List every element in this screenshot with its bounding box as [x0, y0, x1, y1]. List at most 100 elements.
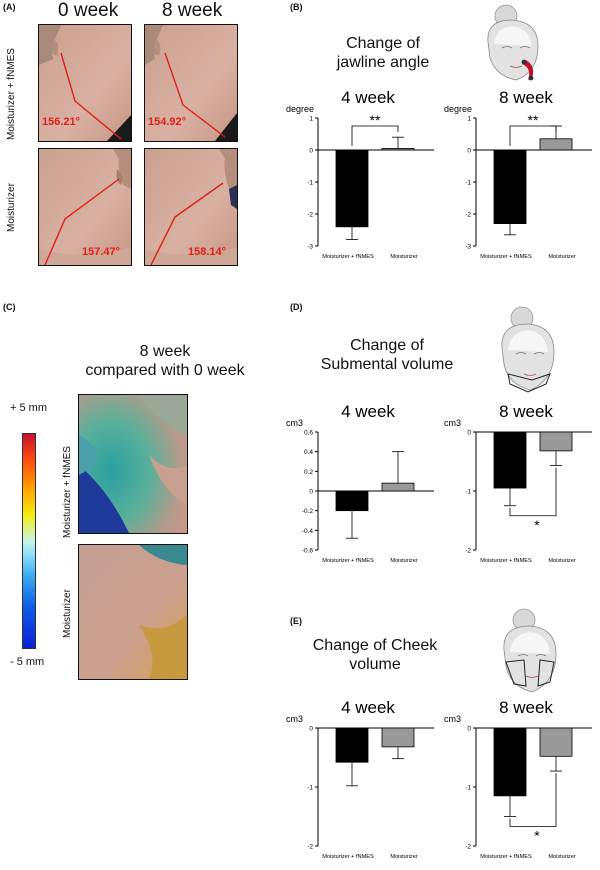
y-tick-label: -1 [307, 785, 313, 792]
x-category-label: Moisturizer [390, 254, 417, 260]
color-scale-bar [22, 433, 36, 649]
angle-label-fnmes-week0: 156.21° [42, 116, 81, 128]
photo-moisturizer-week0 [38, 148, 132, 266]
chart-title: 4 week [341, 88, 395, 107]
chart-jawline-4week: 4 week degree 1 0 -1 -2 -3 Moisturizer + fNMES M… [286, 88, 434, 260]
y-tick-label: 0.4 [304, 449, 313, 456]
panel-e-title: Change of Cheek volume [300, 636, 450, 674]
y-tick-label: -1 [465, 785, 471, 792]
chart-cheek-4week: 4 week cm3 0 -1 -2 Moisturizer + fNMES Moistur… [286, 698, 434, 860]
significance-marker: ** [370, 112, 381, 128]
bar-fnmes [335, 149, 369, 228]
photo-fnmes-week8 [144, 24, 238, 142]
y-tick-label: 0 [467, 148, 471, 155]
heatmap-fnmes [78, 394, 188, 534]
panel-c-title: 8 week compared with 0 week [80, 342, 250, 380]
panel-c-row-label-fnmes: Moisturizer + fNMES [62, 446, 73, 538]
panel-e-title-line1: Change of Cheek [312, 637, 438, 654]
panel-b-title-line1: Change of [346, 35, 420, 52]
bar-moisturizer [539, 727, 573, 757]
x-category-label: Moisturizer + fNMES [322, 558, 374, 564]
x-category-label: Moisturizer [548, 254, 575, 260]
panel-c-letter: (C) [3, 302, 16, 312]
panel-e-title-line2: volume [349, 656, 401, 673]
y-tick-label: -2 [465, 212, 471, 219]
y-axis-label: degree [286, 104, 314, 114]
y-tick-label: -1 [465, 489, 471, 496]
significance-bracket [509, 125, 557, 146]
significance-marker: ** [528, 112, 539, 128]
y-tick-label: -0.4 [302, 528, 314, 535]
chart-cheek-8week: 8 week cm3 0 -1 -2 Moisturizer + fNMES Moistur… [444, 698, 592, 860]
y-tick-label: 0 [309, 489, 313, 496]
x-category-label: Moisturizer [548, 854, 575, 860]
y-axis-label: cm3 [286, 418, 303, 428]
face-cheek-icon [503, 608, 557, 693]
y-tick-label: -0.6 [302, 548, 314, 555]
x-category-label: Moisturizer [390, 854, 417, 860]
significance-bracket [351, 125, 399, 146]
significance-bracket [509, 467, 557, 517]
panel-d-title-line1: Change of [350, 337, 424, 354]
panel-e-letter: (E) [290, 616, 302, 626]
angle-label-fnmes-week8: 154.92° [148, 116, 187, 128]
y-tick-label: -0.2 [302, 508, 314, 515]
y-tick-label: -1 [307, 180, 313, 187]
panel-a-week8-header: 8 week [162, 0, 223, 21]
chart-title: 4 week [341, 402, 395, 421]
y-tick-label: -2 [465, 548, 471, 555]
y-tick-label: -3 [307, 244, 313, 251]
y-tick-label: 0 [467, 726, 471, 733]
y-tick-label: -1 [465, 180, 471, 187]
y-tick-label: 1 [467, 116, 471, 123]
face-jawline-icon [487, 4, 539, 81]
y-axis-label: degree [444, 104, 472, 114]
scale-bottom-label: - 5 mm [10, 656, 45, 668]
panel-c-title-line1: 8 week [139, 343, 191, 360]
panel-b-title: Change of jawline angle [318, 34, 448, 72]
significance-marker: * [534, 828, 540, 844]
bar-fnmes [493, 431, 527, 489]
chart-title: 8 week [499, 402, 553, 421]
x-category-label: Moisturizer + fNMES [480, 558, 532, 564]
y-tick-label: 0 [309, 148, 313, 155]
panel-d-title-line2: Submental volume [320, 356, 454, 373]
x-category-label: Moisturizer [390, 558, 417, 564]
y-tick-label: 0.2 [304, 469, 313, 476]
angle-label-moisturizer-week0: 157.47° [82, 246, 121, 258]
panel-b-letter: (B) [290, 2, 303, 12]
bar-moisturizer [539, 138, 573, 151]
chart-title: 8 week [499, 698, 553, 717]
panel-d-title: Change of Submental volume [312, 336, 462, 374]
bar-fnmes [493, 727, 527, 797]
y-axis-label: cm3 [444, 714, 461, 724]
chart-jawline-8week: 8 week degree 1 0 -1 -2 -3 Moisturizer + fNMES M… [444, 88, 592, 260]
y-tick-label: 0.6 [304, 430, 313, 437]
bar-fnmes [493, 149, 527, 224]
chart-title: 8 week [499, 88, 553, 107]
heatmap-moisturizer [78, 544, 188, 680]
panel-d-letter: (D) [290, 302, 303, 312]
panel-a-week0-header: 0 week [58, 0, 119, 21]
photo-fnmes-week0 [38, 24, 132, 142]
y-tick-label: 1 [309, 116, 313, 123]
bar-moisturizer [539, 431, 573, 452]
face-submental-icon [501, 306, 555, 393]
chart-submental-8week: 8 week cm3 0 -1 -2 Moisturizer + fNMES Moistur… [444, 402, 592, 564]
x-category-label: Moisturizer + fNMES [480, 854, 532, 860]
bar-moisturizer [381, 482, 415, 492]
y-tick-label: 0 [467, 430, 471, 437]
angle-label-moisturizer-week8: 158.14° [188, 246, 227, 258]
scale-top-label: + 5 mm [10, 402, 47, 414]
y-tick-label: -3 [465, 244, 471, 251]
bar-moisturizer [381, 148, 415, 151]
y-tick-label: -2 [307, 844, 313, 851]
panel-a-row-label-fnmes: Moisturizer + fNMES [6, 48, 17, 140]
bar-fnmes [335, 490, 369, 512]
y-tick-label: -2 [465, 844, 471, 851]
x-category-label: Moisturizer [548, 558, 575, 564]
chart-title: 4 week [341, 698, 395, 717]
panel-a-letter: (A) [3, 2, 16, 12]
y-axis-label: cm3 [286, 714, 303, 724]
